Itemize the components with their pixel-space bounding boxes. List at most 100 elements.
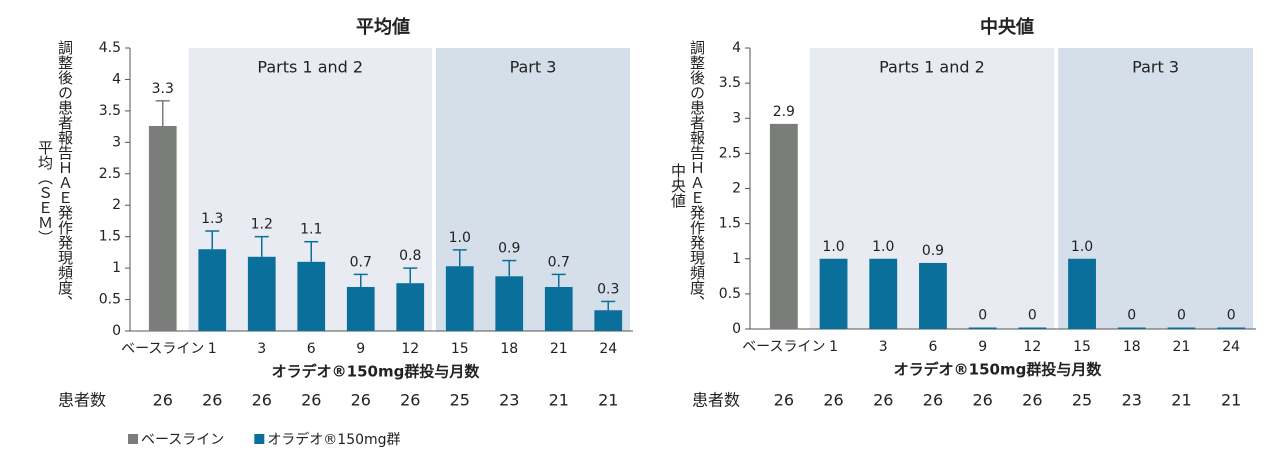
value-label: 0 xyxy=(1127,308,1136,324)
y-tick-label: 0 xyxy=(732,321,741,337)
value-label: 0 xyxy=(1227,308,1236,324)
y-tick-label: 0.5 xyxy=(99,292,121,308)
legend-label: オラデオ®150mg群 xyxy=(267,431,400,448)
value-label: 0.7 xyxy=(548,254,570,270)
y-axis-label: 平均（ＳＥＭ） xyxy=(36,140,54,245)
patient-count: 21 xyxy=(1221,391,1241,410)
x-tick-label: ベースライン xyxy=(742,339,825,355)
y-axis-label: 調整後の患者報告ＨＡＥ発作発現頻度、 xyxy=(688,40,706,310)
value-label: 2.9 xyxy=(773,104,795,120)
bar xyxy=(1018,327,1047,329)
value-label: 0.3 xyxy=(597,281,619,297)
y-tick-label: 3.5 xyxy=(99,103,121,119)
bar xyxy=(968,327,997,329)
patient-count: 25 xyxy=(450,391,470,410)
y-tick-label: 3.5 xyxy=(719,75,741,91)
bar xyxy=(396,283,425,331)
y-tick-label: 2 xyxy=(732,181,741,197)
y-tick-label: 1.5 xyxy=(99,229,121,245)
chart-title: 平均値 xyxy=(356,16,410,38)
bar xyxy=(495,276,524,331)
value-label: 0 xyxy=(978,308,987,324)
y-tick-label: 4 xyxy=(732,40,741,56)
bar xyxy=(1167,327,1196,329)
x-tick-label: 12 xyxy=(1023,339,1041,355)
value-label: 1.2 xyxy=(251,217,273,233)
patient-count: 21 xyxy=(549,391,569,410)
region-label: Parts 1 and 2 xyxy=(257,58,363,77)
x-tick-label: 12 xyxy=(401,341,419,357)
bar xyxy=(198,249,227,331)
x-axis-label: オラデオ®150mg群投与月数 xyxy=(272,363,481,381)
legend-swatch xyxy=(254,434,265,444)
y-tick-label: 0 xyxy=(112,323,121,339)
x-tick-label: 21 xyxy=(1173,339,1191,355)
y-axis-label: 調整後の患者報告ＨＡＥ発作発現頻度、 xyxy=(56,40,74,310)
y-tick-label: 2.5 xyxy=(719,145,741,161)
value-label: 3.3 xyxy=(152,81,174,97)
x-tick-label: 1 xyxy=(829,339,838,355)
value-label: 0.7 xyxy=(350,254,372,270)
region-label: Parts 1 and 2 xyxy=(879,58,985,77)
patient-count: 26 xyxy=(202,391,222,410)
bar xyxy=(769,123,798,330)
y-tick-label: 3 xyxy=(732,110,741,126)
value-label: 0.9 xyxy=(922,243,944,259)
patient-count: 26 xyxy=(400,391,420,410)
x-tick-label: 24 xyxy=(599,341,617,357)
value-label: 0.9 xyxy=(498,241,520,257)
legend-swatch xyxy=(128,434,138,444)
bar xyxy=(594,310,623,331)
value-label: 1.0 xyxy=(822,239,844,255)
chart-title: 中央値 xyxy=(980,16,1034,38)
bar xyxy=(869,258,898,329)
y-axis-label: 中央値 xyxy=(669,163,687,208)
bar xyxy=(1117,327,1146,329)
bar xyxy=(1068,258,1096,329)
bar xyxy=(544,286,573,331)
x-tick-label: 15 xyxy=(1073,339,1091,355)
bar xyxy=(346,286,375,331)
bar xyxy=(148,125,177,331)
region-label: Part 3 xyxy=(510,58,557,77)
value-label: 1.1 xyxy=(300,222,322,238)
value-label: 1.0 xyxy=(449,230,471,246)
value-label: 0 xyxy=(1177,308,1186,324)
patient-count: 26 xyxy=(923,391,943,410)
x-tick-label: 1 xyxy=(208,341,217,357)
y-tick-label: 1 xyxy=(112,260,121,276)
patient-count: 21 xyxy=(598,391,618,410)
value-label: 0 xyxy=(1028,308,1037,324)
value-label: 1.0 xyxy=(872,239,894,255)
patient-count: 26 xyxy=(153,391,173,410)
patient-count: 23 xyxy=(499,391,519,410)
patient-count: 26 xyxy=(774,391,794,410)
x-tick-label: 21 xyxy=(550,341,568,357)
patient-count: 26 xyxy=(873,391,893,410)
bar xyxy=(919,262,947,329)
value-label: 1.3 xyxy=(201,211,223,227)
y-tick-label: 4 xyxy=(112,71,121,87)
x-tick-label: 9 xyxy=(978,339,987,355)
x-tick-label: 3 xyxy=(879,339,888,355)
patients-label: 患者数 xyxy=(692,391,740,410)
bar xyxy=(1217,327,1246,329)
x-tick-label: 3 xyxy=(257,341,266,357)
patient-count: 26 xyxy=(823,391,843,410)
y-tick-label: 3 xyxy=(112,134,121,150)
bar xyxy=(297,261,326,331)
patients-label: 患者数 xyxy=(58,391,106,410)
patient-count: 23 xyxy=(1122,391,1142,410)
y-tick-label: 2.5 xyxy=(99,166,121,182)
value-label: 1.0 xyxy=(1071,239,1093,255)
x-tick-label: 15 xyxy=(451,341,469,357)
patient-count: 26 xyxy=(301,391,321,410)
patient-count: 25 xyxy=(1072,391,1092,410)
x-tick-label: 9 xyxy=(356,341,365,357)
bar xyxy=(819,258,848,329)
x-tick-label: ベースライン xyxy=(121,341,204,357)
y-tick-label: 0.5 xyxy=(719,286,741,302)
y-tick-label: 4.5 xyxy=(99,40,121,56)
x-tick-label: 18 xyxy=(1123,339,1141,355)
